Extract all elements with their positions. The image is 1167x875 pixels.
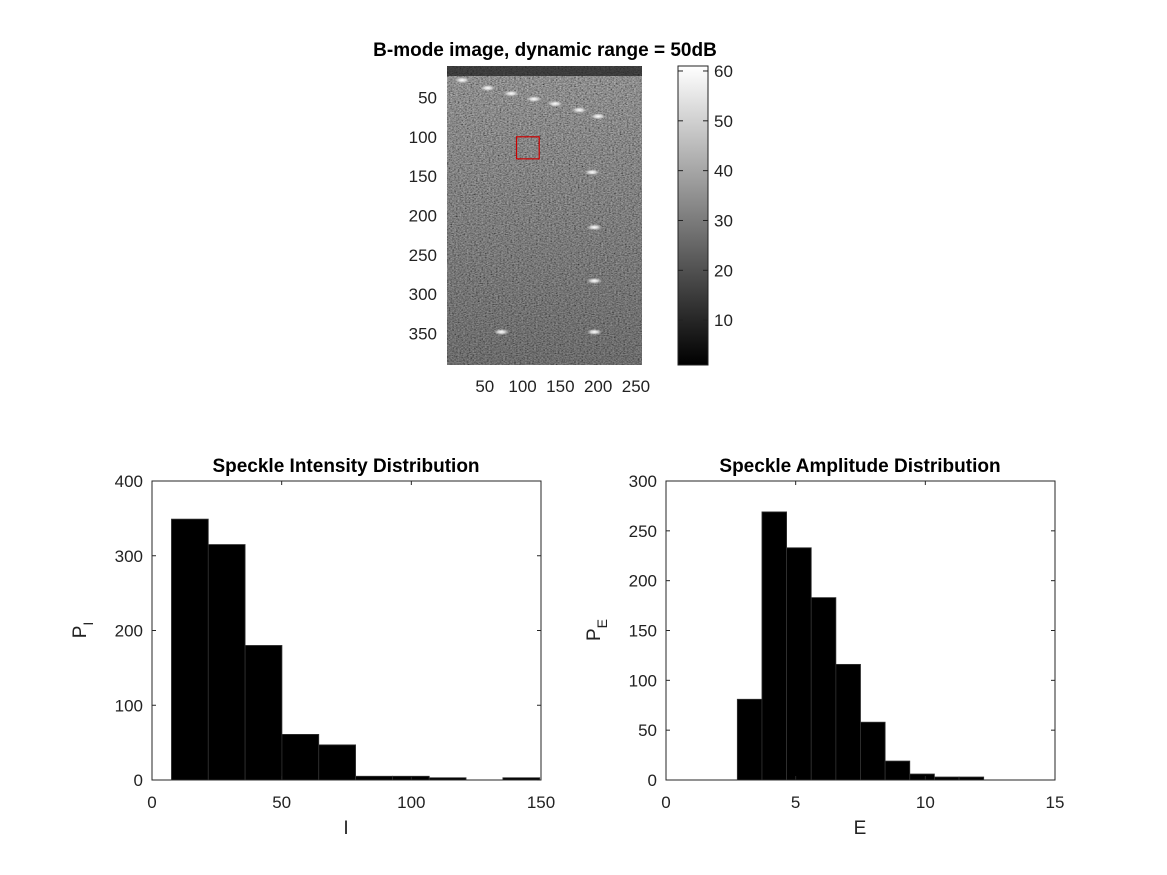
amplitude-bar-5 xyxy=(860,721,886,781)
amplitude-bar-0 xyxy=(736,698,763,781)
colorbar-tick-40: 40 xyxy=(714,162,733,181)
amplitude-ylabel-sub: E xyxy=(594,619,610,628)
roi-box xyxy=(515,136,540,160)
amplitude-bar-3 xyxy=(810,597,837,781)
intensity-x-tick-50: 50 xyxy=(272,793,291,812)
amplitude-title: Speckle Amplitude Distribution xyxy=(719,456,1000,477)
intensity-x-tick-100: 100 xyxy=(397,793,425,812)
bmode-y-tick-300: 300 xyxy=(409,285,437,304)
intensity-y-tick-400: 400 xyxy=(115,472,143,491)
bmode-bright-points xyxy=(454,76,607,336)
intensity-y-tick-100: 100 xyxy=(115,696,143,715)
amplitude-panel: Speckle Amplitude Distribution 0 5 10 15050… xyxy=(584,456,1064,839)
bmode-y-tick-labels: 50 100 150 200 250 300 350 xyxy=(409,88,437,343)
amplitude-bar-1 xyxy=(761,511,787,781)
amplitude-x-tick-5: 5 xyxy=(791,793,800,812)
amplitude-y-tick-200: 200 xyxy=(629,572,657,591)
amplitude-bars xyxy=(736,511,985,781)
intensity-y-tick-0: 0 xyxy=(134,771,143,790)
bmode-x-tick-150: 150 xyxy=(546,377,574,396)
amplitude-bar-7 xyxy=(909,773,935,781)
amplitude-xlabel: E xyxy=(854,818,867,839)
amplitude-bar-6 xyxy=(884,760,911,781)
bright-point-11 xyxy=(586,328,603,336)
bmode-depth-fade xyxy=(447,66,642,365)
bmode-x-tick-250: 250 xyxy=(622,377,650,396)
intensity-bar-3 xyxy=(281,734,320,781)
amplitude-x-tick-15: 15 xyxy=(1046,793,1065,812)
amplitude-y-tick-150: 150 xyxy=(629,622,657,641)
intensity-x-tick-150: 150 xyxy=(527,793,555,812)
intensity-ticks: 0 50 100 150 0 100 200 300 400 xyxy=(115,472,556,812)
bright-point-1 xyxy=(479,84,496,92)
amplitude-bar-8 xyxy=(934,776,960,781)
intensity-bar-0 xyxy=(171,518,209,781)
intensity-ylabel-sub: I xyxy=(80,622,96,626)
intensity-x-tick-0: 0 xyxy=(147,793,156,812)
amplitude-x-tick-10: 10 xyxy=(916,793,935,812)
bmode-x-tick-labels: 50 100 150 200 250 xyxy=(475,377,650,396)
colorbar-tick-10: 10 xyxy=(714,311,733,330)
amplitude-y-tick-50: 50 xyxy=(638,721,657,740)
amplitude-bar-2 xyxy=(786,547,812,781)
bmode-y-tick-100: 100 xyxy=(409,128,437,147)
intensity-xlabel: I xyxy=(343,818,348,839)
colorbar xyxy=(677,65,709,366)
intensity-panel: Speckle Intensity Distribution 0 50 100 150… xyxy=(70,456,555,839)
bright-point-3 xyxy=(525,95,542,103)
bright-point-4 xyxy=(547,100,564,107)
bmode-y-tick-350: 350 xyxy=(409,325,437,344)
bmode-panel: B-mode image, dynamic range = 50dB 50 100… xyxy=(373,40,733,396)
intensity-bar-9 xyxy=(502,777,541,781)
bright-point-10 xyxy=(493,328,510,336)
amplitude-x-tick-0: 0 xyxy=(661,793,670,812)
colorbar-tick-50: 50 xyxy=(714,112,733,131)
intensity-ylabel-main: P xyxy=(70,626,91,639)
colorbar-tick-30: 30 xyxy=(714,211,733,230)
intensity-bar-5 xyxy=(355,775,393,781)
colorbar-tick-60: 60 xyxy=(714,62,733,81)
bright-point-7 xyxy=(584,169,601,176)
amplitude-bar-9 xyxy=(958,776,985,781)
intensity-y-tick-300: 300 xyxy=(115,547,143,566)
amplitude-bar-4 xyxy=(835,663,861,781)
bmode-y-tick-50: 50 xyxy=(418,88,437,107)
bmode-y-tick-150: 150 xyxy=(409,167,437,186)
bmode-x-tick-200: 200 xyxy=(584,377,612,396)
intensity-bars xyxy=(171,518,541,781)
amplitude-ylabel-main: P xyxy=(584,628,605,641)
colorbar-tick-labels: 10 20 30 40 50 60 xyxy=(678,62,733,330)
bmode-x-tick-50: 50 xyxy=(475,377,494,396)
bright-point-6 xyxy=(590,113,607,120)
amplitude-y-tick-0: 0 xyxy=(648,771,657,790)
colorbar-tick-20: 20 xyxy=(714,261,733,280)
bmode-y-tick-200: 200 xyxy=(409,207,437,226)
bright-point-5 xyxy=(571,106,588,114)
amplitude-y-tick-100: 100 xyxy=(629,671,657,690)
intensity-ylabel: PI xyxy=(70,622,96,639)
bmode-y-tick-250: 250 xyxy=(409,246,437,265)
intensity-title: Speckle Intensity Distribution xyxy=(212,456,479,477)
bright-point-0 xyxy=(454,76,471,84)
bright-point-9 xyxy=(586,277,603,285)
bright-point-8 xyxy=(586,224,603,231)
intensity-bar-6 xyxy=(392,775,430,781)
bright-point-2 xyxy=(503,90,520,97)
bmode-x-tick-100: 100 xyxy=(508,377,536,396)
intensity-bar-2 xyxy=(244,645,283,781)
intensity-bar-4 xyxy=(318,744,356,781)
amplitude-y-tick-250: 250 xyxy=(629,522,657,541)
intensity-y-tick-200: 200 xyxy=(115,622,143,641)
amplitude-ylabel: PE xyxy=(584,619,610,641)
amplitude-y-tick-300: 300 xyxy=(629,472,657,491)
bmode-top-band xyxy=(447,66,642,76)
intensity-bar-7 xyxy=(428,777,467,781)
intensity-bar-1 xyxy=(207,544,246,781)
bmode-title: B-mode image, dynamic range = 50dB xyxy=(373,40,717,61)
